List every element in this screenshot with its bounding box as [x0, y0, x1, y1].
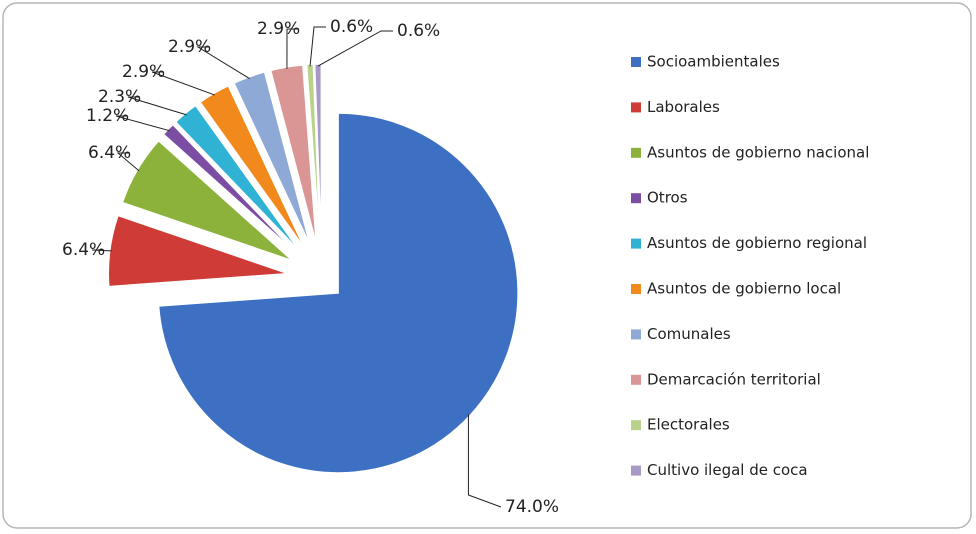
legend-label: Laborales: [647, 98, 720, 116]
legend-swatch: [631, 102, 641, 113]
leader-line: [115, 115, 170, 132]
legend-label: Otros: [647, 189, 688, 207]
data-label: 2.9%: [168, 37, 211, 57]
leader-line: [309, 26, 326, 67]
pie-slice: [232, 71, 312, 247]
data-label: 74.0%: [505, 497, 559, 517]
legend-swatch: [631, 57, 641, 67]
data-label: 0.6%: [397, 21, 440, 41]
legend-label: Cultivo ilegal de coca: [647, 461, 808, 479]
legend-swatch: [631, 147, 641, 158]
legend-swatch: [631, 329, 641, 340]
data-label: 2.9%: [257, 19, 300, 39]
legend-swatch: [631, 465, 641, 476]
pie-slice: [162, 123, 299, 255]
leader-line: [116, 152, 140, 172]
data-label: 0.6%: [330, 17, 373, 37]
pie-slice: [174, 104, 301, 253]
leader-line: [196, 46, 250, 80]
legend-label: Demarcación territorial: [647, 370, 821, 388]
legend-label: Asuntos de gobierno local: [647, 280, 841, 298]
leader-line: [127, 96, 187, 116]
legend-swatch: [631, 193, 641, 204]
leader-line: [91, 249, 112, 252]
legend-swatch: [631, 284, 641, 294]
data-label: 1.2%: [86, 106, 129, 126]
legend-swatch: [631, 374, 641, 385]
pie-slice: [199, 84, 306, 250]
leader-line: [317, 30, 393, 67]
legend-label: Asuntos de gobierno nacional: [647, 143, 869, 161]
legend-swatch: [631, 238, 641, 249]
data-label: 2.3%: [98, 87, 141, 107]
legend-label: Electorales: [647, 416, 730, 434]
legend-label: Comunales: [647, 325, 731, 343]
leader-line: [286, 28, 299, 69]
legend-label: Socioambientales: [647, 53, 780, 71]
legend-label: Asuntos de gobierno regional: [647, 234, 867, 252]
leader-line: [151, 71, 216, 96]
leader-line: [467, 414, 502, 508]
legend-swatch: [631, 420, 641, 431]
data-label: 6.4%: [88, 143, 131, 163]
pie-slice: [157, 112, 519, 474]
data-label: 6.4%: [62, 240, 105, 260]
data-label: 2.9%: [122, 62, 165, 82]
